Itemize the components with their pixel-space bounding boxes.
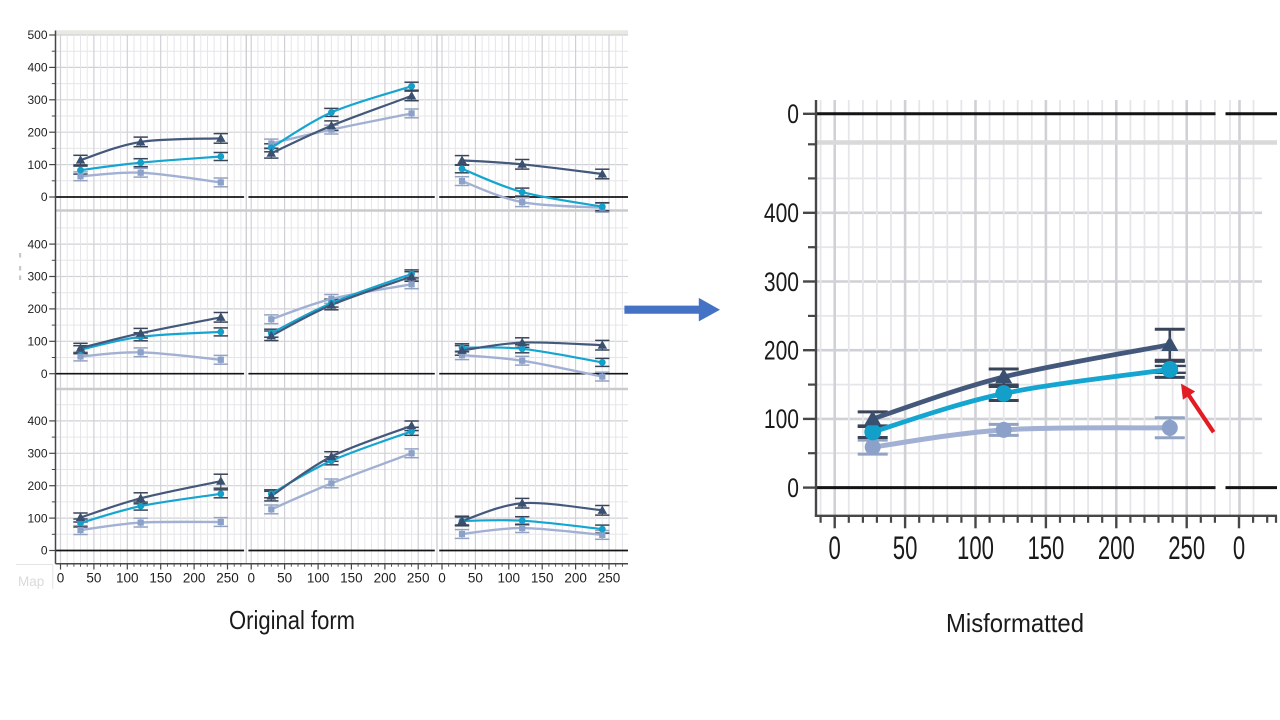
svg-text:50: 50 [893, 530, 918, 566]
svg-text:150: 150 [149, 571, 172, 586]
svg-text:400: 400 [27, 61, 47, 75]
svg-text:200: 200 [1098, 530, 1135, 566]
svg-text:100: 100 [764, 404, 799, 434]
svg-text:Original form: Original form [229, 605, 355, 635]
svg-text:400: 400 [27, 414, 47, 428]
svg-text:200: 200 [27, 479, 47, 493]
svg-text:100: 100 [27, 511, 47, 525]
svg-text:100: 100 [307, 571, 330, 586]
svg-text:100: 100 [116, 571, 139, 586]
svg-text:200: 200 [183, 571, 206, 586]
svg-text:300: 300 [27, 93, 47, 107]
svg-text:100: 100 [957, 530, 994, 566]
svg-text:Misformatted: Misformatted [946, 608, 1084, 638]
svg-text:300: 300 [27, 447, 47, 461]
svg-text:0: 0 [41, 367, 48, 381]
svg-text:100: 100 [27, 158, 47, 172]
svg-text:50: 50 [86, 571, 101, 586]
svg-text:0: 0 [247, 571, 255, 586]
svg-text:0: 0 [57, 571, 65, 586]
svg-text:200: 200 [564, 571, 587, 586]
svg-text:250: 250 [598, 571, 621, 586]
svg-text:0: 0 [787, 99, 799, 129]
svg-text:300: 300 [764, 267, 799, 297]
svg-text:0: 0 [41, 190, 48, 204]
svg-text:400: 400 [764, 198, 799, 228]
svg-text:Map: Map [18, 574, 44, 589]
svg-text:300: 300 [27, 270, 47, 284]
svg-text:500: 500 [27, 28, 47, 42]
svg-text:0: 0 [41, 544, 48, 558]
svg-text:0: 0 [829, 530, 841, 566]
svg-text:150: 150 [340, 571, 363, 586]
svg-text:400: 400 [27, 237, 47, 251]
svg-text:200: 200 [27, 302, 47, 316]
svg-text:200: 200 [27, 125, 47, 139]
svg-text:100: 100 [27, 335, 47, 349]
svg-text:0: 0 [1233, 530, 1245, 566]
svg-text:150: 150 [531, 571, 554, 586]
svg-text:200: 200 [374, 571, 397, 586]
svg-text:100: 100 [498, 571, 521, 586]
svg-text:150: 150 [1027, 530, 1064, 566]
svg-text:50: 50 [468, 571, 483, 586]
svg-text:250: 250 [1168, 530, 1205, 566]
svg-text:50: 50 [277, 571, 292, 586]
svg-text:0: 0 [438, 571, 446, 586]
svg-text:200: 200 [764, 336, 799, 366]
svg-text:250: 250 [407, 571, 430, 586]
svg-text:0: 0 [787, 473, 799, 503]
svg-text:250: 250 [216, 571, 239, 586]
